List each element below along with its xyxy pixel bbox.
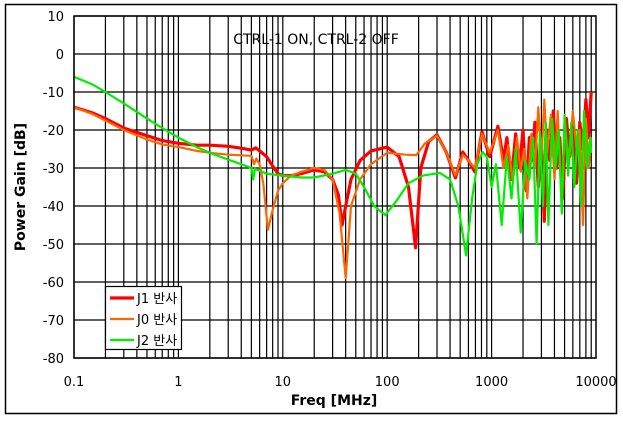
y-tick-label: -60 xyxy=(43,276,64,291)
x-axis-label: Freq [MHz] xyxy=(291,393,378,409)
x-tick-label: 1 xyxy=(174,375,182,390)
y-tick-label: -80 xyxy=(43,352,64,367)
x-tick-label: 100 xyxy=(375,375,400,390)
x-tick-labels: 0.1 1 10 100 1000 10000 xyxy=(64,375,617,390)
plot-area-border xyxy=(73,15,597,359)
series-line-3 xyxy=(73,75,593,257)
chart-frame xyxy=(4,3,618,415)
y-tick-label: -50 xyxy=(43,238,64,253)
y-tick-label: -70 xyxy=(43,314,64,329)
y-tick-labels: 10 0 -10 -20 -30 -40 -50 -60 -70 -80 xyxy=(43,10,64,367)
grid xyxy=(73,15,596,359)
chart-title: CTRL-1 ON, CTRL-2 OFF xyxy=(233,32,399,48)
series-line-2 xyxy=(73,98,593,280)
y-tick-label: -30 xyxy=(43,162,64,177)
y-axis-label: Power Gain [dB] xyxy=(13,123,29,251)
legend-label-1: J1 반사 xyxy=(136,292,177,307)
x-tick-label: 10 xyxy=(275,375,292,390)
y-tick-label: 0 xyxy=(56,48,64,63)
y-tick-label: 10 xyxy=(47,10,64,25)
legend: J1 반사 J0 반사 J2 반사 xyxy=(104,285,183,351)
legend-label-2: J0 반사 xyxy=(136,313,177,328)
x-tick-label: 0.1 xyxy=(64,375,85,390)
legend-label-3: J2 반사 xyxy=(136,334,177,349)
x-tick-label: 1000 xyxy=(475,375,508,390)
y-tick-label: -10 xyxy=(43,86,64,101)
y-tick-label: -20 xyxy=(43,124,64,139)
x-tick-label: 10000 xyxy=(575,375,616,390)
series-group xyxy=(73,75,593,280)
y-tick-label: -40 xyxy=(43,200,64,215)
